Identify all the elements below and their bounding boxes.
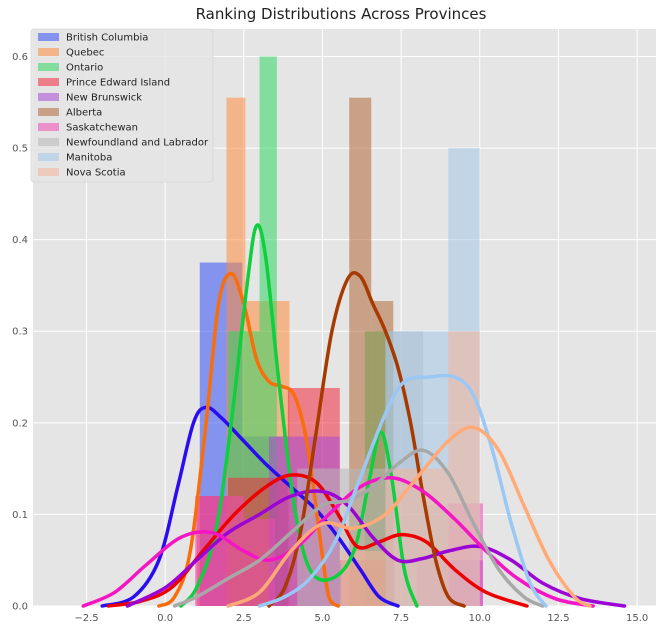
legend-swatch — [38, 33, 59, 41]
legend-swatch — [38, 93, 59, 101]
legend-label: British Columbia — [66, 33, 148, 44]
x-tick-label: 12.5 — [547, 613, 569, 624]
legend-label: Saskatchewan — [66, 123, 138, 134]
kde-curves — [81, 223, 627, 608]
hist-bar — [448, 331, 480, 606]
legend-swatch — [38, 123, 59, 131]
legend-label: Newfoundland and Labrador — [66, 138, 209, 149]
legend: British Columbia Quebec Ontario Prince Edwa… — [30, 28, 214, 183]
legend-label: Nova Scotia — [66, 168, 126, 179]
kde-line — [157, 271, 340, 608]
legend-swatch — [38, 138, 59, 146]
x-tick-label: 2.5 — [236, 613, 252, 624]
kde-line — [125, 489, 627, 608]
x-tick-label: 7.5 — [393, 613, 409, 624]
y-tick-label: 0.0 — [12, 602, 28, 613]
legend-swatch — [38, 63, 59, 71]
kde-line — [226, 425, 592, 608]
kde-line — [172, 448, 545, 608]
legend-label: Alberta — [66, 108, 102, 119]
y-tick-label: 0.5 — [12, 144, 28, 155]
y-tick-label: 0.1 — [12, 510, 28, 521]
kde-line — [179, 223, 419, 608]
legend-label: Ontario — [66, 63, 103, 74]
legend-label: Prince Edward Island — [66, 78, 170, 89]
kde-line — [257, 373, 548, 608]
x-tick-label: 10.0 — [469, 613, 491, 624]
legend-swatch — [38, 153, 59, 161]
x-tick-label: 5.0 — [315, 613, 331, 624]
y-tick-label: 0.2 — [12, 418, 28, 429]
x-tick-label: 0.0 — [157, 613, 173, 624]
legend-box — [30, 28, 214, 183]
legend-swatch — [38, 108, 59, 116]
legend-label: Manitoba — [66, 153, 112, 164]
kde-line — [81, 475, 595, 608]
legend-swatch — [38, 168, 59, 176]
y-tick-label: 0.6 — [12, 52, 28, 63]
kde-line — [267, 270, 466, 608]
legend-label: New Brunswick — [66, 93, 142, 104]
x-axis-ticks: −2.5 0.0 2.5 5.0 7.5 10.0 12.5 15.0 — [74, 613, 648, 624]
kde-line — [100, 405, 400, 608]
chart-title: Ranking Distributions Across Provinces — [196, 5, 487, 23]
legend-swatch — [38, 48, 59, 56]
legend-label: Quebec — [66, 48, 104, 59]
y-tick-label: 0.4 — [12, 235, 28, 246]
grid — [33, 29, 656, 607]
x-tick-label: 15.0 — [626, 613, 648, 624]
y-axis-ticks: 0.0 0.1 0.2 0.3 0.4 0.5 0.6 — [12, 52, 28, 613]
x-tick-label: −2.5 — [74, 613, 98, 624]
legend-swatch — [38, 78, 59, 86]
y-tick-label: 0.3 — [12, 327, 28, 338]
